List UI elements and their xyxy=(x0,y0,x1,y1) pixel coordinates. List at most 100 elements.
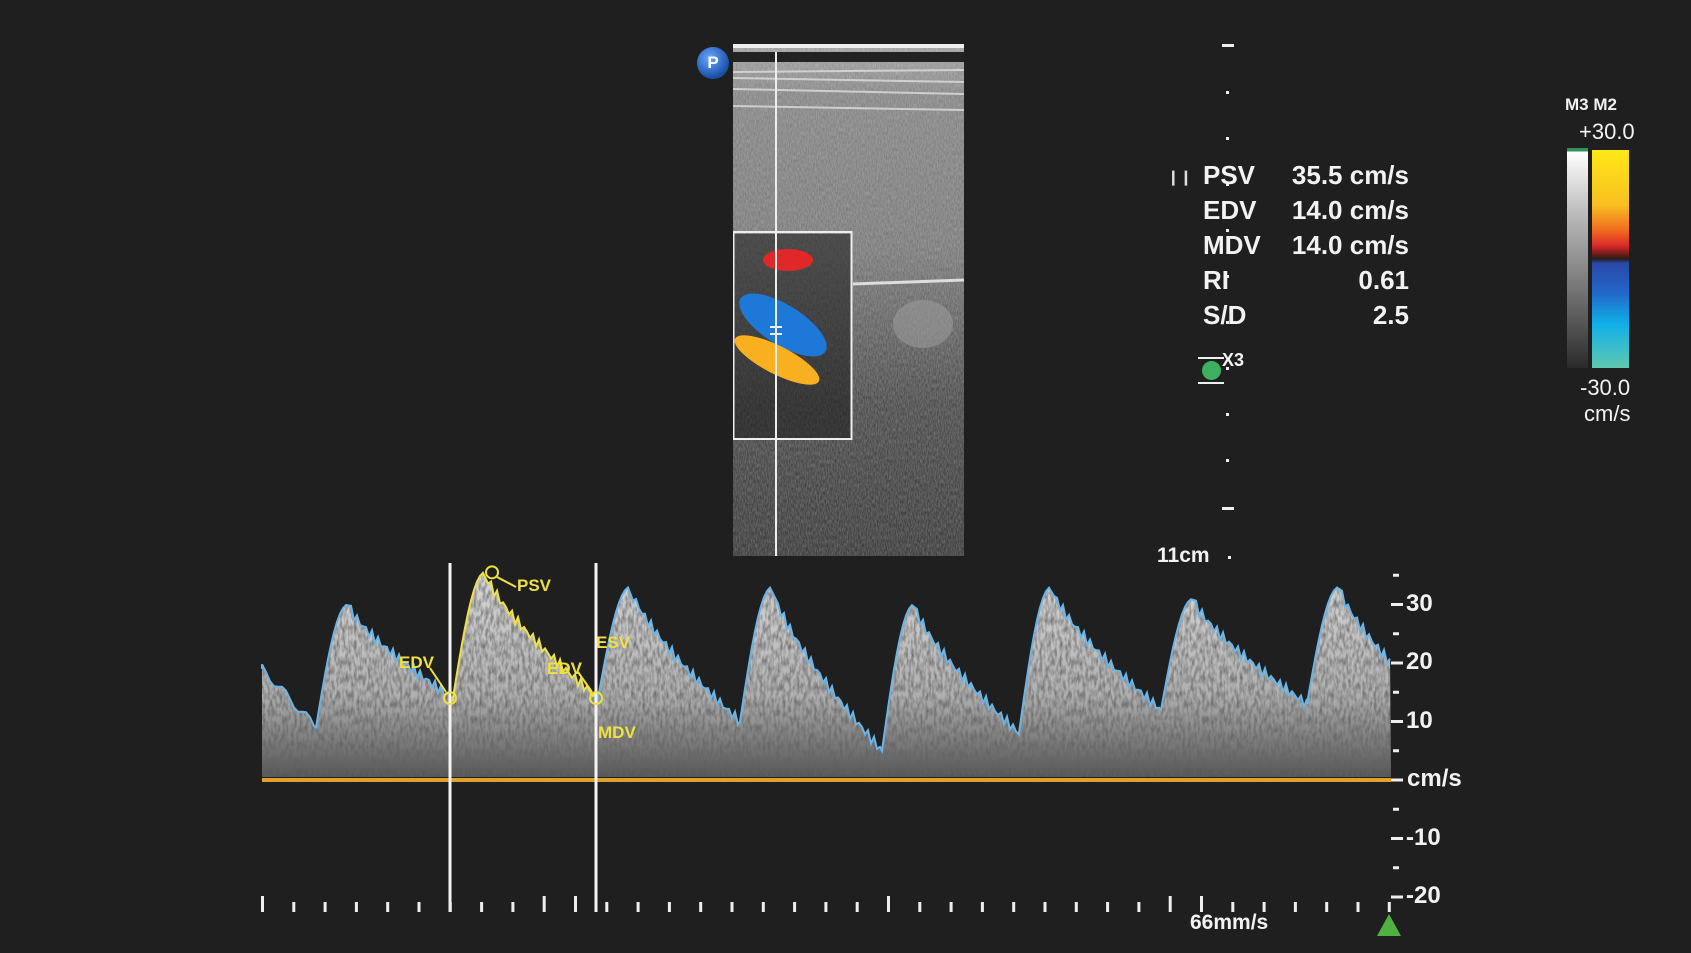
time-tick xyxy=(1293,902,1297,912)
time-tick xyxy=(1043,902,1047,912)
psv-marker[interactable] xyxy=(485,565,499,580)
time-tick xyxy=(1012,902,1016,912)
time-tick xyxy=(1074,902,1078,912)
measurement-value: 0.61 xyxy=(1358,265,1409,295)
time-tick xyxy=(949,902,953,912)
time-tick xyxy=(323,902,327,912)
color-scale-min: -30.0 xyxy=(1580,375,1631,400)
depth-tick-minor xyxy=(1226,183,1229,186)
focus-dot-icon xyxy=(1202,361,1221,380)
velocity-scale-label: -20 xyxy=(1406,882,1441,909)
time-tick xyxy=(824,902,828,912)
measurement-label: PSV xyxy=(1203,160,1256,190)
velocity-scale-label: -10 xyxy=(1406,823,1441,851)
edv-marker[interactable] xyxy=(443,691,457,706)
measurement-label: S/D xyxy=(1203,300,1247,330)
time-tick xyxy=(261,896,264,912)
pause-icon: ❙❙ xyxy=(1167,169,1193,186)
sweep-speed-label: 66mm/s xyxy=(1190,911,1269,934)
measurement-row-psv: PSV 35.5 cm/s xyxy=(1203,158,1409,193)
trace-label-edv2: EDV xyxy=(547,659,583,678)
color-scale-max: +30.0 xyxy=(1579,119,1635,144)
time-tick xyxy=(1387,902,1391,912)
measurement-row-s-d: S/D 2.5 xyxy=(1203,298,1409,333)
depth-tick-minor xyxy=(1226,229,1229,232)
time-tick xyxy=(761,902,765,912)
trace-label-edv: EDV xyxy=(399,653,435,672)
trace-label-psv: PSV xyxy=(517,576,552,595)
time-tick xyxy=(793,902,797,912)
velocity-tick-minor xyxy=(1393,632,1399,636)
velocity-tick-major xyxy=(1391,720,1403,723)
velocity-scale-label: 10 xyxy=(1406,706,1433,734)
depth-tick-minor xyxy=(1226,275,1229,278)
time-tick xyxy=(542,896,546,912)
time-tick xyxy=(354,902,358,912)
velocity-tick-minor xyxy=(1393,690,1399,694)
measurement-trace[interactable] xyxy=(452,571,597,702)
time-tick xyxy=(448,902,452,912)
velocity-tick-major xyxy=(1391,895,1403,899)
depth-scale xyxy=(1222,44,1234,559)
b-mode-image xyxy=(733,44,964,556)
depth-tick-major xyxy=(1222,44,1234,47)
time-tick xyxy=(887,896,890,912)
time-tick xyxy=(480,902,484,912)
trace-label-mdv: MDV xyxy=(598,723,636,742)
time-tick xyxy=(1200,896,1203,912)
depth-tick-major xyxy=(1222,507,1234,510)
velocity-scale-label: cm/s xyxy=(1407,765,1462,792)
depth-tick-minor xyxy=(1226,413,1229,416)
velocity-scale-label: 30 xyxy=(1406,589,1433,617)
measurement-label: MDV xyxy=(1203,230,1261,260)
velocity-tick-major xyxy=(1391,661,1403,665)
time-tick xyxy=(980,902,984,912)
measurement-row-edv: EDV 14.0 cm/s xyxy=(1203,193,1409,228)
depth-tick-minor xyxy=(1228,556,1231,559)
measurement-label: EDV xyxy=(1203,195,1257,225)
measurement-row-ri: RI 0.61 xyxy=(1203,263,1409,298)
time-tick xyxy=(699,902,703,912)
focus-marker[interactable] xyxy=(1198,355,1228,385)
time-tick xyxy=(417,902,421,912)
spectral-speckle xyxy=(262,572,1391,777)
color-scale-unit: cm/s xyxy=(1584,401,1631,426)
velocity-tick-major xyxy=(1391,837,1403,840)
time-tick xyxy=(511,902,515,912)
vessel-blue xyxy=(739,293,827,357)
time-tick xyxy=(574,896,577,912)
velocity-scale-label: 20 xyxy=(1406,648,1433,675)
velocity-tick-major xyxy=(1391,603,1403,606)
measurement-value: 14.0 cm/s xyxy=(1291,230,1409,260)
measurement-value: 14.0 cm/s xyxy=(1291,195,1409,225)
velocity-tick-major xyxy=(1391,778,1403,782)
velocity-tick-minor xyxy=(1393,807,1399,811)
measurement-row-mdv: MDV 14.0 cm/s xyxy=(1203,228,1409,263)
trace-label-esv: ESV xyxy=(596,633,631,652)
depth-tick-minor xyxy=(1226,459,1229,462)
velocity-tick-minor xyxy=(1393,573,1399,577)
time-tick xyxy=(1325,902,1329,912)
color-box[interactable] xyxy=(733,231,853,440)
depth-tick-minor xyxy=(1226,367,1229,370)
measurement-value: 2.5 xyxy=(1372,300,1409,330)
time-tick xyxy=(292,902,296,912)
velocity-tick-minor xyxy=(1393,749,1399,753)
time-tick xyxy=(918,902,922,912)
velocity-tick-minor xyxy=(1393,866,1399,870)
time-tick xyxy=(855,902,859,912)
time-tick xyxy=(605,902,609,912)
color-map-bar xyxy=(1592,150,1629,368)
time-tick xyxy=(1137,902,1141,912)
mdv-marker[interactable] xyxy=(589,691,603,706)
probe-badge: P xyxy=(697,47,729,79)
depth-tick-minor xyxy=(1226,321,1229,324)
depth-tick-minor xyxy=(1226,137,1229,140)
time-tick xyxy=(1356,902,1360,912)
time-tick xyxy=(1106,902,1110,912)
time-tick xyxy=(1168,896,1172,912)
time-tick xyxy=(1262,902,1266,912)
measurement-label: RI xyxy=(1203,265,1229,295)
depth-label: 11cm xyxy=(1157,544,1210,567)
spectral-baseline[interactable] xyxy=(262,778,1391,782)
